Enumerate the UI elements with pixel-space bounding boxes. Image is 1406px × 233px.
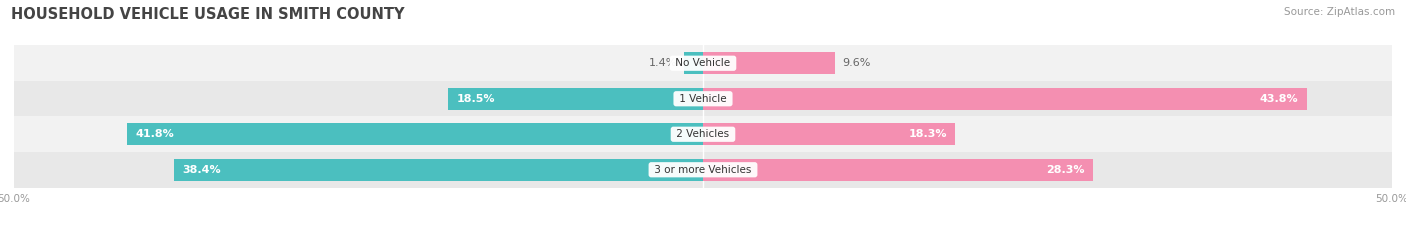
Text: 18.3%: 18.3% (908, 129, 946, 139)
Bar (14, 152, 1392, 188)
Text: HOUSEHOLD VEHICLE USAGE IN SMITH COUNTY: HOUSEHOLD VEHICLE USAGE IN SMITH COUNTY (11, 7, 405, 22)
Text: Source: ZipAtlas.com: Source: ZipAtlas.com (1284, 7, 1395, 17)
Bar (703, 88, 1306, 110)
Text: 18.5%: 18.5% (457, 94, 495, 104)
Text: No Vehicle: No Vehicle (672, 58, 734, 68)
Bar (683, 52, 703, 74)
Bar (449, 88, 703, 110)
Bar (14, 45, 1392, 81)
Bar (127, 123, 703, 145)
Bar (174, 159, 703, 181)
Text: 2 Vehicles: 2 Vehicles (673, 129, 733, 139)
Text: 9.6%: 9.6% (842, 58, 870, 68)
Text: 41.8%: 41.8% (135, 129, 174, 139)
Text: 43.8%: 43.8% (1260, 94, 1298, 104)
Text: 1.4%: 1.4% (648, 58, 676, 68)
Text: 28.3%: 28.3% (1046, 165, 1084, 175)
Text: 38.4%: 38.4% (183, 165, 221, 175)
Text: 3 or more Vehicles: 3 or more Vehicles (651, 165, 755, 175)
Bar (14, 116, 1392, 152)
Bar (14, 81, 1392, 116)
Text: 1 Vehicle: 1 Vehicle (676, 94, 730, 104)
Bar (703, 123, 955, 145)
Bar (703, 159, 1092, 181)
Bar (703, 52, 835, 74)
